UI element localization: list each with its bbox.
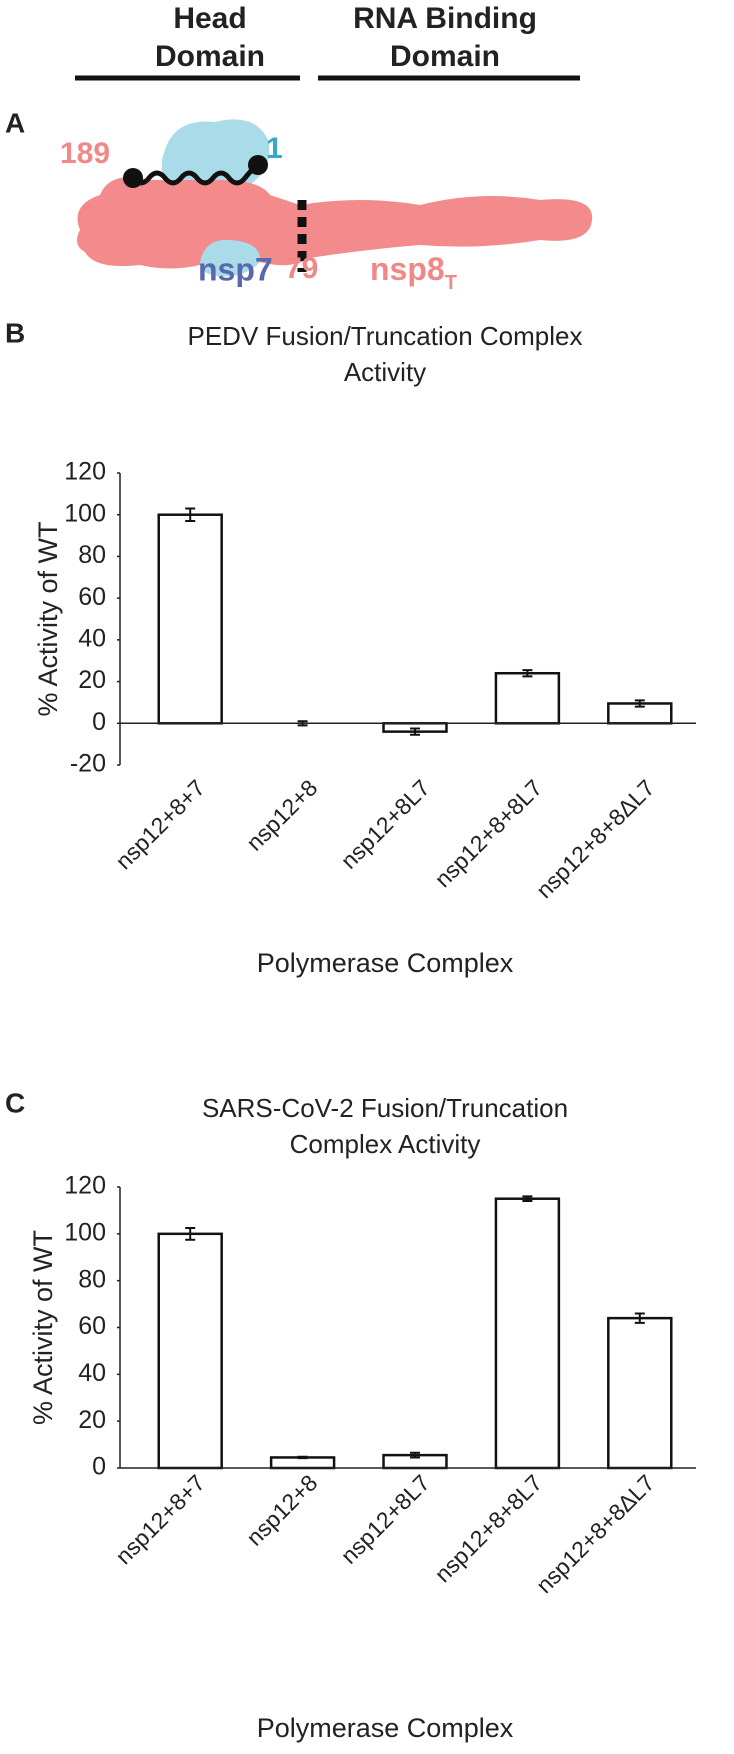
y-tick-label: 0: [92, 708, 106, 736]
nsp8-shape: [76, 177, 593, 270]
chart-title-box: SARS-CoV-2 Fusion/Truncation Complex Act…: [201, 1093, 569, 1159]
x-axis-title: Polymerase Complex: [257, 1713, 514, 1743]
error-bar: [410, 1451, 420, 1459]
y-tick-label: 20: [78, 666, 106, 694]
error-bar: [410, 727, 420, 736]
x-tick-label: nsp12+8+7: [110, 774, 210, 874]
diagram: Head Domain RNA Binding Domain A 189 1 n…: [5, 2, 593, 294]
linker: [131, 162, 260, 186]
y-tick-label: 120: [64, 1172, 106, 1200]
nsp7-shape: [200, 239, 261, 277]
x-tick-label: nsp12+8: [241, 1469, 322, 1550]
x-tick-label: nsp12+8L7: [335, 1469, 434, 1568]
y-tick-label: 100: [64, 499, 106, 527]
error-bar: [297, 1455, 308, 1460]
nsp7-label: nsp7: [198, 251, 273, 287]
nsp8-label: nsp8T: [370, 251, 457, 294]
domain-label: RNA Binding: [353, 2, 537, 35]
error-bar: [634, 1312, 645, 1324]
linker-end: [123, 168, 143, 188]
x-tick-label: nsp12+8+8ΔL7: [531, 774, 660, 903]
x-tick-label: nsp12+8L7: [335, 774, 434, 873]
bar: [494, 671, 561, 725]
x-tick-label: nsp12+8+8ΔL7: [531, 1469, 660, 1598]
error-bar: [185, 507, 196, 522]
residue-label: 79: [285, 252, 318, 285]
nsp8-name: nsp8: [370, 251, 445, 287]
y-axis-title: % Activity of WT: [33, 521, 63, 716]
panel-label: A: [5, 107, 25, 138]
x-tick-label: nsp12+8+8L7: [429, 1469, 547, 1587]
domain-label: Domain: [155, 40, 265, 73]
x-tick-label: nsp12+8+7: [110, 1469, 210, 1569]
chart-title-box: PEDV Fusion/Truncation Complex Activity: [187, 321, 583, 387]
y-axis-title: % Activity of WT: [28, 1230, 58, 1425]
y-tick-label: -20: [70, 750, 106, 778]
y-tick-label: 0: [92, 1453, 106, 1481]
x-tick-label: nsp12+8+8L7: [429, 774, 547, 892]
y-tick-label: 40: [78, 1359, 106, 1387]
x-axis-title: Polymerase Complex: [257, 948, 514, 978]
chart-title: PEDV Fusion/Truncation Complex Activity: [187, 321, 583, 387]
domain-label: Domain: [390, 40, 500, 73]
y-tick-label: 100: [64, 1218, 106, 1246]
nsp8-subscript: T: [445, 272, 457, 294]
y-tick-label: 60: [78, 1312, 106, 1340]
bar: [157, 1232, 223, 1470]
y-tick-label: 80: [78, 541, 106, 569]
y-tick-label: 60: [78, 583, 106, 611]
error-bar: [185, 1226, 196, 1241]
y-tick-label: 20: [78, 1406, 106, 1434]
residue-label: 1: [266, 132, 283, 165]
error-bar: [522, 1195, 533, 1203]
error-bar: [634, 699, 645, 708]
error-bar: [522, 669, 533, 678]
bar: [494, 1197, 561, 1470]
panel-label: B: [5, 317, 25, 348]
domain-label: Head: [173, 2, 246, 35]
residue-label: 189: [60, 137, 110, 170]
y-tick-label: 80: [78, 1265, 106, 1293]
x-tick-label: nsp12+8: [241, 774, 322, 855]
linker-end: [248, 155, 268, 175]
chart-title: SARS-CoV-2 Fusion/Truncation Complex Act…: [201, 1093, 569, 1159]
bar: [157, 513, 223, 725]
panel-label: C: [5, 1087, 25, 1118]
y-tick-label: 40: [78, 624, 106, 652]
y-tick-label: 120: [64, 458, 106, 486]
bar: [607, 1316, 673, 1470]
